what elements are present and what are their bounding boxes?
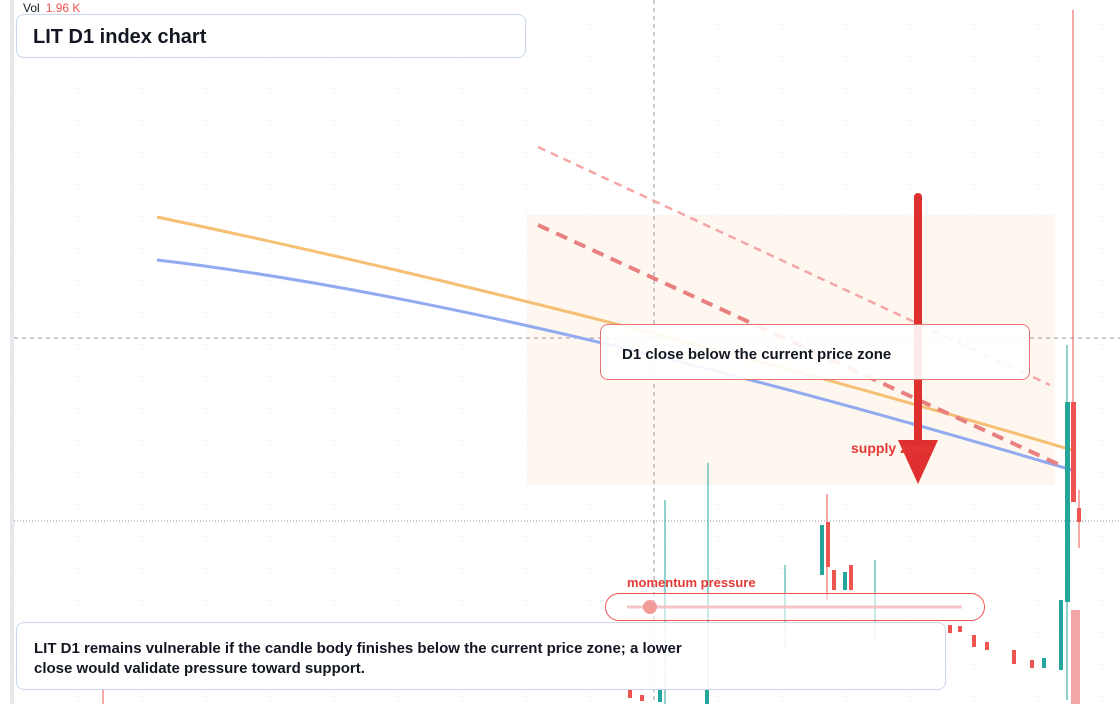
down-arrow: [898, 193, 938, 484]
summary-text: LIT D1 remains vulnerable if the candle …: [34, 640, 682, 677]
momentum-label: momentum pressure: [627, 575, 756, 590]
momentum-box: [605, 593, 985, 621]
vol-label: Vol: [23, 1, 40, 15]
trend-light: [537, 145, 1051, 387]
summary-box: LIT D1 remains vulnerable if the candle …: [16, 622, 946, 690]
ma-blue: [156, 258, 1073, 472]
vol-indicator: Vol 1.96 K: [23, 1, 80, 15]
callout-text: D1 close below the current price zone: [622, 346, 892, 363]
zone-label: supply zone: [851, 440, 932, 456]
ma-orange: [156, 215, 1073, 452]
title: LIT D1 index chart: [33, 26, 207, 48]
title-box: LIT D1 index chart: [16, 14, 526, 58]
vol-value: 1.96 K: [45, 1, 81, 15]
callout-box: D1 close below the current price zone: [600, 324, 1030, 380]
scroll-edge: [10, 0, 14, 704]
